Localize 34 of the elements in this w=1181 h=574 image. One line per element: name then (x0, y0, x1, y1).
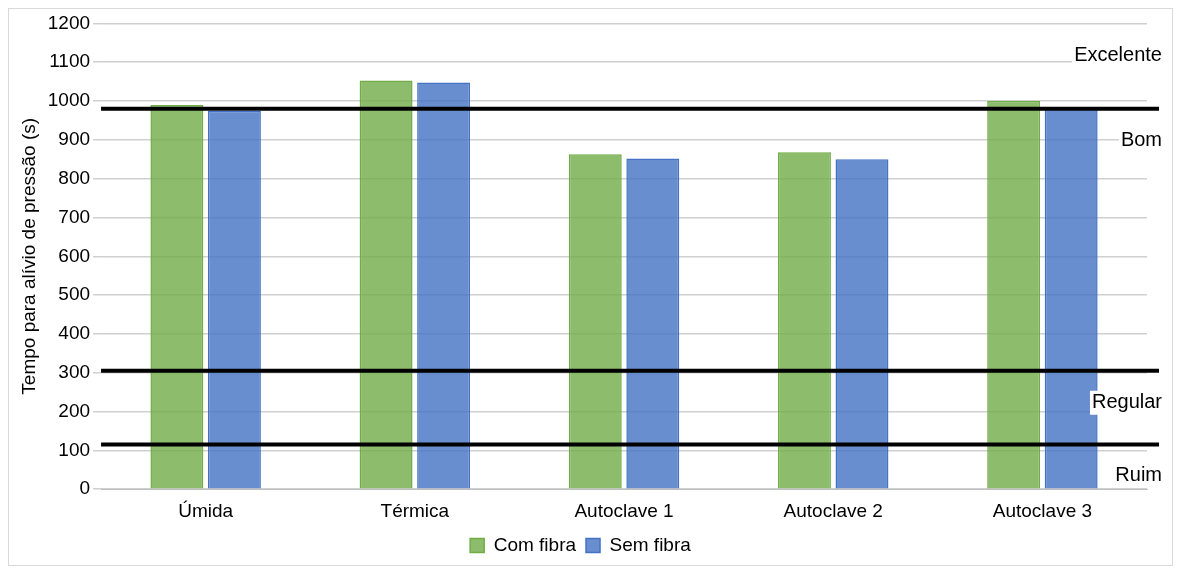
y-tick-label: 800 (58, 166, 91, 188)
bar (835, 159, 889, 489)
annotation: Excelente (1074, 42, 1162, 65)
bar (359, 80, 413, 489)
bar (987, 101, 1041, 489)
x-tick-label: Autoclave 3 (992, 499, 1093, 521)
bar (150, 104, 204, 489)
y-tick-label: 700 (58, 205, 91, 227)
bar (778, 152, 831, 489)
bar (417, 82, 471, 489)
annotation: Bom (1120, 128, 1162, 151)
y-tick-label: 1200 (47, 11, 91, 33)
y-tick-label: 600 (58, 244, 91, 266)
y-tick-label: 400 (58, 322, 91, 344)
y-tick-label: 300 (58, 360, 91, 382)
bar (568, 154, 622, 489)
y-tick-label: 0 (79, 477, 91, 499)
legend-label: Sem fibra (609, 533, 692, 555)
legend-label: Com fibra (493, 533, 577, 555)
y-tick-label: 1100 (49, 50, 91, 72)
y-tick-label: 900 (58, 128, 91, 150)
x-tick-label: Úmida (178, 499, 234, 521)
annotation: Regular (1091, 390, 1163, 413)
x-tick-label: Autoclave 2 (783, 499, 883, 521)
y-tick-label: 100 (58, 438, 91, 460)
y-tick-label: 200 (58, 399, 91, 421)
y-axis-title: Tempo para alívio de pressão (s) (17, 117, 39, 395)
x-tick-label: Autoclave 1 (574, 499, 674, 521)
annotation: Ruim (1115, 462, 1162, 485)
y-tick-label: 1000 (47, 89, 91, 111)
bar (626, 158, 680, 489)
bar (207, 110, 261, 489)
x-tick-label: Térmica (380, 499, 450, 521)
y-tick-label: 500 (58, 283, 91, 305)
